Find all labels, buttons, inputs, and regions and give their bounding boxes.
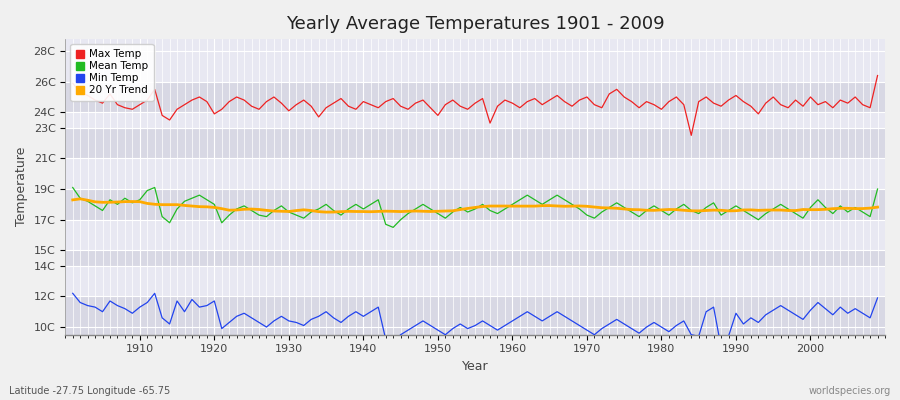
Bar (66, 327, 885, 335)
Bar (66, 128, 885, 158)
Text: Latitude -27.75 Longitude -65.75: Latitude -27.75 Longitude -65.75 (9, 386, 170, 396)
Y-axis label: Temperature: Temperature (15, 147, 28, 226)
Bar (66, 158, 885, 189)
Title: Yearly Average Temperatures 1901 - 2009: Yearly Average Temperatures 1901 - 2009 (286, 15, 664, 33)
Bar (66, 82, 885, 112)
Bar (66, 250, 885, 266)
Text: worldspecies.org: worldspecies.org (809, 386, 891, 396)
Bar (66, 220, 885, 250)
Bar (66, 296, 885, 327)
Bar (66, 39, 885, 51)
Bar (66, 112, 885, 128)
X-axis label: Year: Year (462, 360, 489, 373)
Legend: Max Temp, Mean Temp, Min Temp, 20 Yr Trend: Max Temp, Mean Temp, Min Temp, 20 Yr Tre… (70, 44, 154, 100)
Bar (66, 51, 885, 82)
Bar (66, 189, 885, 220)
Bar (66, 266, 885, 296)
